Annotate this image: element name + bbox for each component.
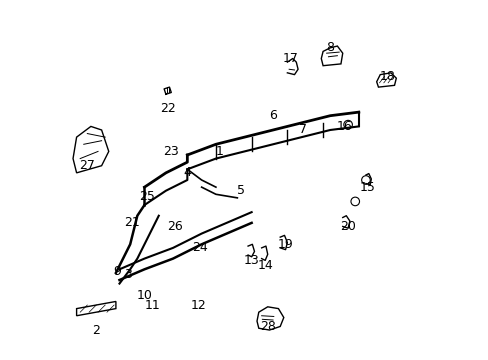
Text: 10: 10 (136, 288, 152, 302)
Text: 1: 1 (215, 145, 223, 158)
Text: 20: 20 (340, 220, 355, 233)
Text: 24: 24 (192, 241, 207, 255)
Polygon shape (77, 301, 116, 316)
Text: 27: 27 (79, 159, 95, 172)
Text: 17: 17 (282, 52, 298, 65)
Text: 19: 19 (277, 238, 293, 251)
Text: 23: 23 (163, 145, 179, 158)
Text: 15: 15 (359, 181, 375, 194)
Text: 11: 11 (144, 299, 160, 312)
Text: 9: 9 (113, 265, 121, 278)
Polygon shape (257, 307, 283, 330)
Text: 25: 25 (139, 190, 155, 203)
Text: 3: 3 (124, 268, 132, 281)
Text: 14: 14 (258, 259, 273, 272)
Text: 28: 28 (259, 320, 275, 333)
Text: 21: 21 (124, 216, 140, 229)
Text: 18: 18 (379, 70, 394, 83)
Text: 22: 22 (160, 102, 175, 115)
Text: 6: 6 (268, 109, 276, 122)
Polygon shape (73, 126, 108, 173)
Text: 5: 5 (237, 184, 244, 197)
Text: 16: 16 (336, 120, 352, 133)
Text: 4: 4 (183, 166, 191, 179)
Text: 2: 2 (92, 324, 100, 337)
Text: 13: 13 (244, 254, 259, 267)
Text: 26: 26 (166, 220, 183, 233)
Text: 12: 12 (190, 299, 205, 312)
Text: 7: 7 (299, 123, 307, 136)
Polygon shape (376, 73, 395, 87)
Polygon shape (321, 46, 342, 66)
Text: 8: 8 (325, 41, 334, 54)
